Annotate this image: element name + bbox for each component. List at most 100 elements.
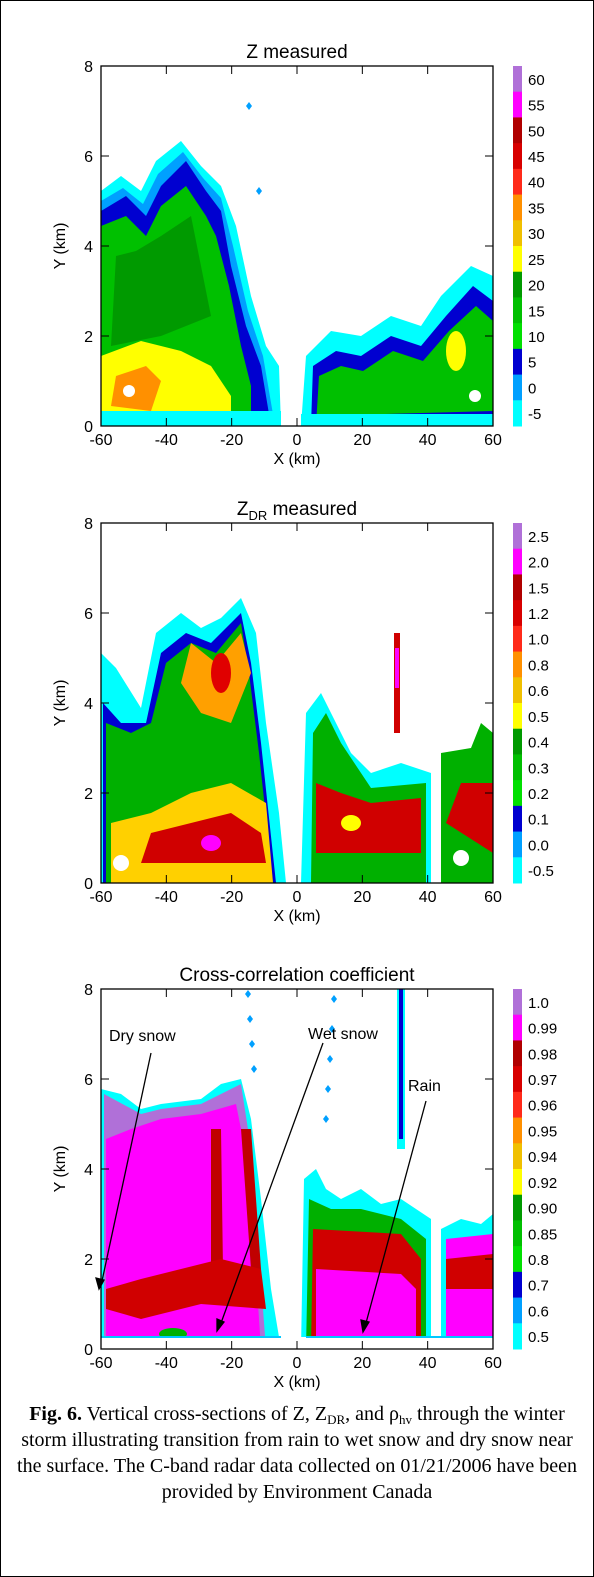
- colorbar-segment: [513, 754, 522, 781]
- colorbar-label: 35: [528, 200, 545, 217]
- colorbar-label: 1.2: [528, 606, 549, 623]
- colorbar-segment: [513, 348, 522, 376]
- colorbar-segment: [513, 831, 522, 858]
- annotation: Dry snow: [109, 1028, 176, 1045]
- colorbar-segment: [513, 1246, 522, 1273]
- colorbar-label: 2.5: [528, 529, 549, 546]
- colorbar-segment: [513, 91, 522, 118]
- colorbar-segment: [513, 548, 522, 575]
- caption-text: Vertical cross-sections of Z, Z: [81, 1403, 328, 1425]
- y-tick-label: 0: [84, 876, 93, 893]
- x-tick-label: -20: [220, 1355, 243, 1372]
- colorbar-label: 1.5: [528, 580, 549, 597]
- field: [101, 102, 493, 426]
- y-tick-label: 2: [84, 1252, 93, 1269]
- colorbar-segment: [513, 1194, 522, 1221]
- colorbar-segment: [513, 1040, 522, 1067]
- x-tick-label: -60: [89, 432, 112, 449]
- caption: Fig. 6. Vertical cross-sections of Z, ZD…: [15, 1401, 579, 1505]
- colorbar-segment: [513, 400, 522, 427]
- colorbar-label: 0.3: [528, 760, 549, 777]
- colorbar-segment: [513, 805, 522, 833]
- colorbar-segment: [513, 625, 522, 653]
- x-tick-label: -40: [155, 1355, 178, 1372]
- x-axis-label: X (km): [273, 1374, 320, 1391]
- colorbar-label: 0.8: [528, 1252, 549, 1269]
- colorbar-label: 30: [528, 226, 545, 243]
- title-part: Z: [237, 499, 249, 520]
- y-tick-label: 4: [84, 696, 93, 713]
- colorbar-segment: [513, 677, 522, 704]
- x-tick-label: -60: [89, 1355, 112, 1372]
- colorbar-segment: [513, 1271, 522, 1299]
- colorbar-label: -5: [528, 406, 541, 423]
- x-tick-label: 20: [353, 432, 371, 449]
- y-axis-label: Y (km): [52, 680, 69, 727]
- colorbar-label: 2.0: [528, 555, 549, 572]
- colorbar-label: 5: [528, 355, 536, 372]
- colorbar-segment: [513, 651, 522, 678]
- x-tick-label: 0: [293, 1355, 302, 1372]
- y-tick-label: 0: [84, 1342, 93, 1359]
- colorbar-label: 20: [528, 278, 545, 295]
- title-part: DR: [249, 508, 268, 523]
- chart-title: ZDR measured: [237, 499, 357, 523]
- colorbar-segment: [513, 1323, 522, 1350]
- x-axis-label: X (km): [273, 908, 320, 925]
- colorbar-segment: [513, 728, 522, 755]
- colorbar-segment: [513, 1066, 522, 1093]
- colorbar-label: 55: [528, 98, 545, 115]
- colorbar-segment: [513, 780, 522, 807]
- colorbar-segment: [513, 1091, 522, 1119]
- colorbar-label: 25: [528, 252, 545, 269]
- colorbar-label: 0.94: [528, 1149, 557, 1166]
- colorbar-label: 0.0: [528, 837, 549, 854]
- colorbar-label: 0.1: [528, 812, 549, 829]
- colorbar-label: 1.0: [528, 995, 549, 1012]
- caption-text: through the winter storm illustrating tr…: [17, 1403, 577, 1503]
- x-tick-label: -60: [89, 889, 112, 906]
- x-tick-label: 40: [419, 889, 437, 906]
- colorbar-segment: [513, 66, 522, 93]
- colorbar-label: 0: [528, 380, 536, 397]
- x-tick-label: -40: [155, 432, 178, 449]
- colorbar-segment: [513, 857, 522, 884]
- chart-title: Cross-correlation coefficient: [179, 965, 415, 986]
- x-axis-label: X (km): [273, 451, 320, 468]
- colorbar-segment: [513, 194, 522, 221]
- caption-sub: DR: [327, 1412, 346, 1427]
- annotation-arrows: [95, 1042, 427, 1334]
- colorbar-label: 0.96: [528, 1098, 557, 1115]
- colorbar-segment: [513, 1169, 522, 1196]
- colorbar-segment: [513, 600, 522, 627]
- y-tick-label: 4: [84, 1162, 93, 1179]
- colorbar-label: 45: [528, 149, 545, 166]
- y-tick-label: 6: [84, 149, 93, 166]
- colorbar-segment: [513, 374, 522, 401]
- x-tick-label: 0: [293, 432, 302, 449]
- y-tick-label: 8: [84, 59, 93, 76]
- x-tick-label: 60: [484, 1355, 502, 1372]
- colorbar-label: 1.0: [528, 632, 549, 649]
- y-tick-label: 6: [84, 606, 93, 623]
- x-tick-label: 0: [293, 889, 302, 906]
- colorbar-label: 0.5: [528, 709, 549, 726]
- colorbar-segment: [513, 1220, 522, 1247]
- colorbar-segment: [513, 220, 522, 247]
- title-part: measured: [267, 499, 357, 520]
- colorbar-label: 0.2: [528, 786, 549, 803]
- field: [101, 598, 493, 883]
- y-axis-label: Y (km): [52, 223, 69, 270]
- x-tick-label: -20: [220, 432, 243, 449]
- x-tick-label: 60: [484, 432, 502, 449]
- colorbar-label: 0.7: [528, 1278, 549, 1295]
- colorbar-label: 0.4: [528, 735, 549, 752]
- colorbar-label: 0.97: [528, 1072, 557, 1089]
- y-tick-label: 4: [84, 239, 93, 256]
- x-tick-label: 40: [419, 1355, 437, 1372]
- colorbar-label: 0.5: [528, 1329, 549, 1346]
- colorbar-label: 0.98: [528, 1046, 557, 1063]
- annotation: Wet snow: [308, 1026, 378, 1043]
- colorbar-segment: [513, 246, 522, 273]
- colorbar-segment: [513, 168, 522, 196]
